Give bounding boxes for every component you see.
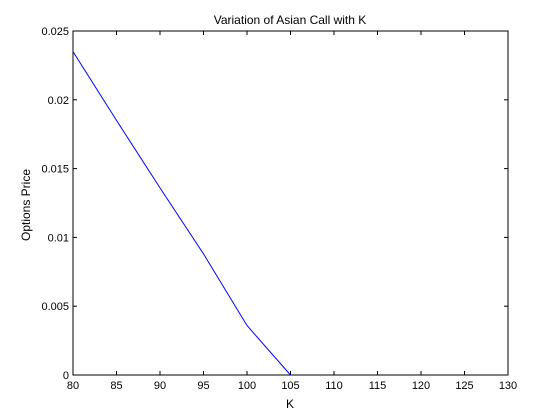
x-tick-label: 125 [455, 380, 473, 392]
series-line [72, 51, 291, 376]
x-tick-label: 105 [281, 380, 299, 392]
x-tick-label: 90 [154, 380, 166, 392]
y-tick-label: 0 [63, 370, 69, 382]
x-tick-label: 115 [369, 380, 387, 392]
chart-title: Variation of Asian Call with K [214, 13, 367, 27]
y-tick-label: 0.01 [48, 232, 69, 244]
x-tick-label: 120 [412, 380, 430, 392]
x-tick-label: 110 [325, 380, 343, 392]
x-tick-label: 95 [197, 380, 209, 392]
x-axis-label: K [286, 397, 294, 411]
plot-area: 80 85 90 95 100 105 110 115 120 125 130 0 0.005 0.01 0… [41, 26, 517, 392]
x-tick-label: 80 [67, 380, 79, 392]
x-tick-label: 100 [238, 380, 256, 392]
x-tick-label: 85 [110, 380, 122, 392]
y-tick-label: 0.02 [48, 95, 69, 107]
y-tick-label: 0.005 [41, 301, 69, 313]
y-tick-label: 0.025 [41, 26, 69, 38]
x-tick-label: 130 [499, 380, 517, 392]
y-tick-label: 0.015 [41, 164, 69, 176]
y-axis-label: Options Price [19, 169, 33, 241]
